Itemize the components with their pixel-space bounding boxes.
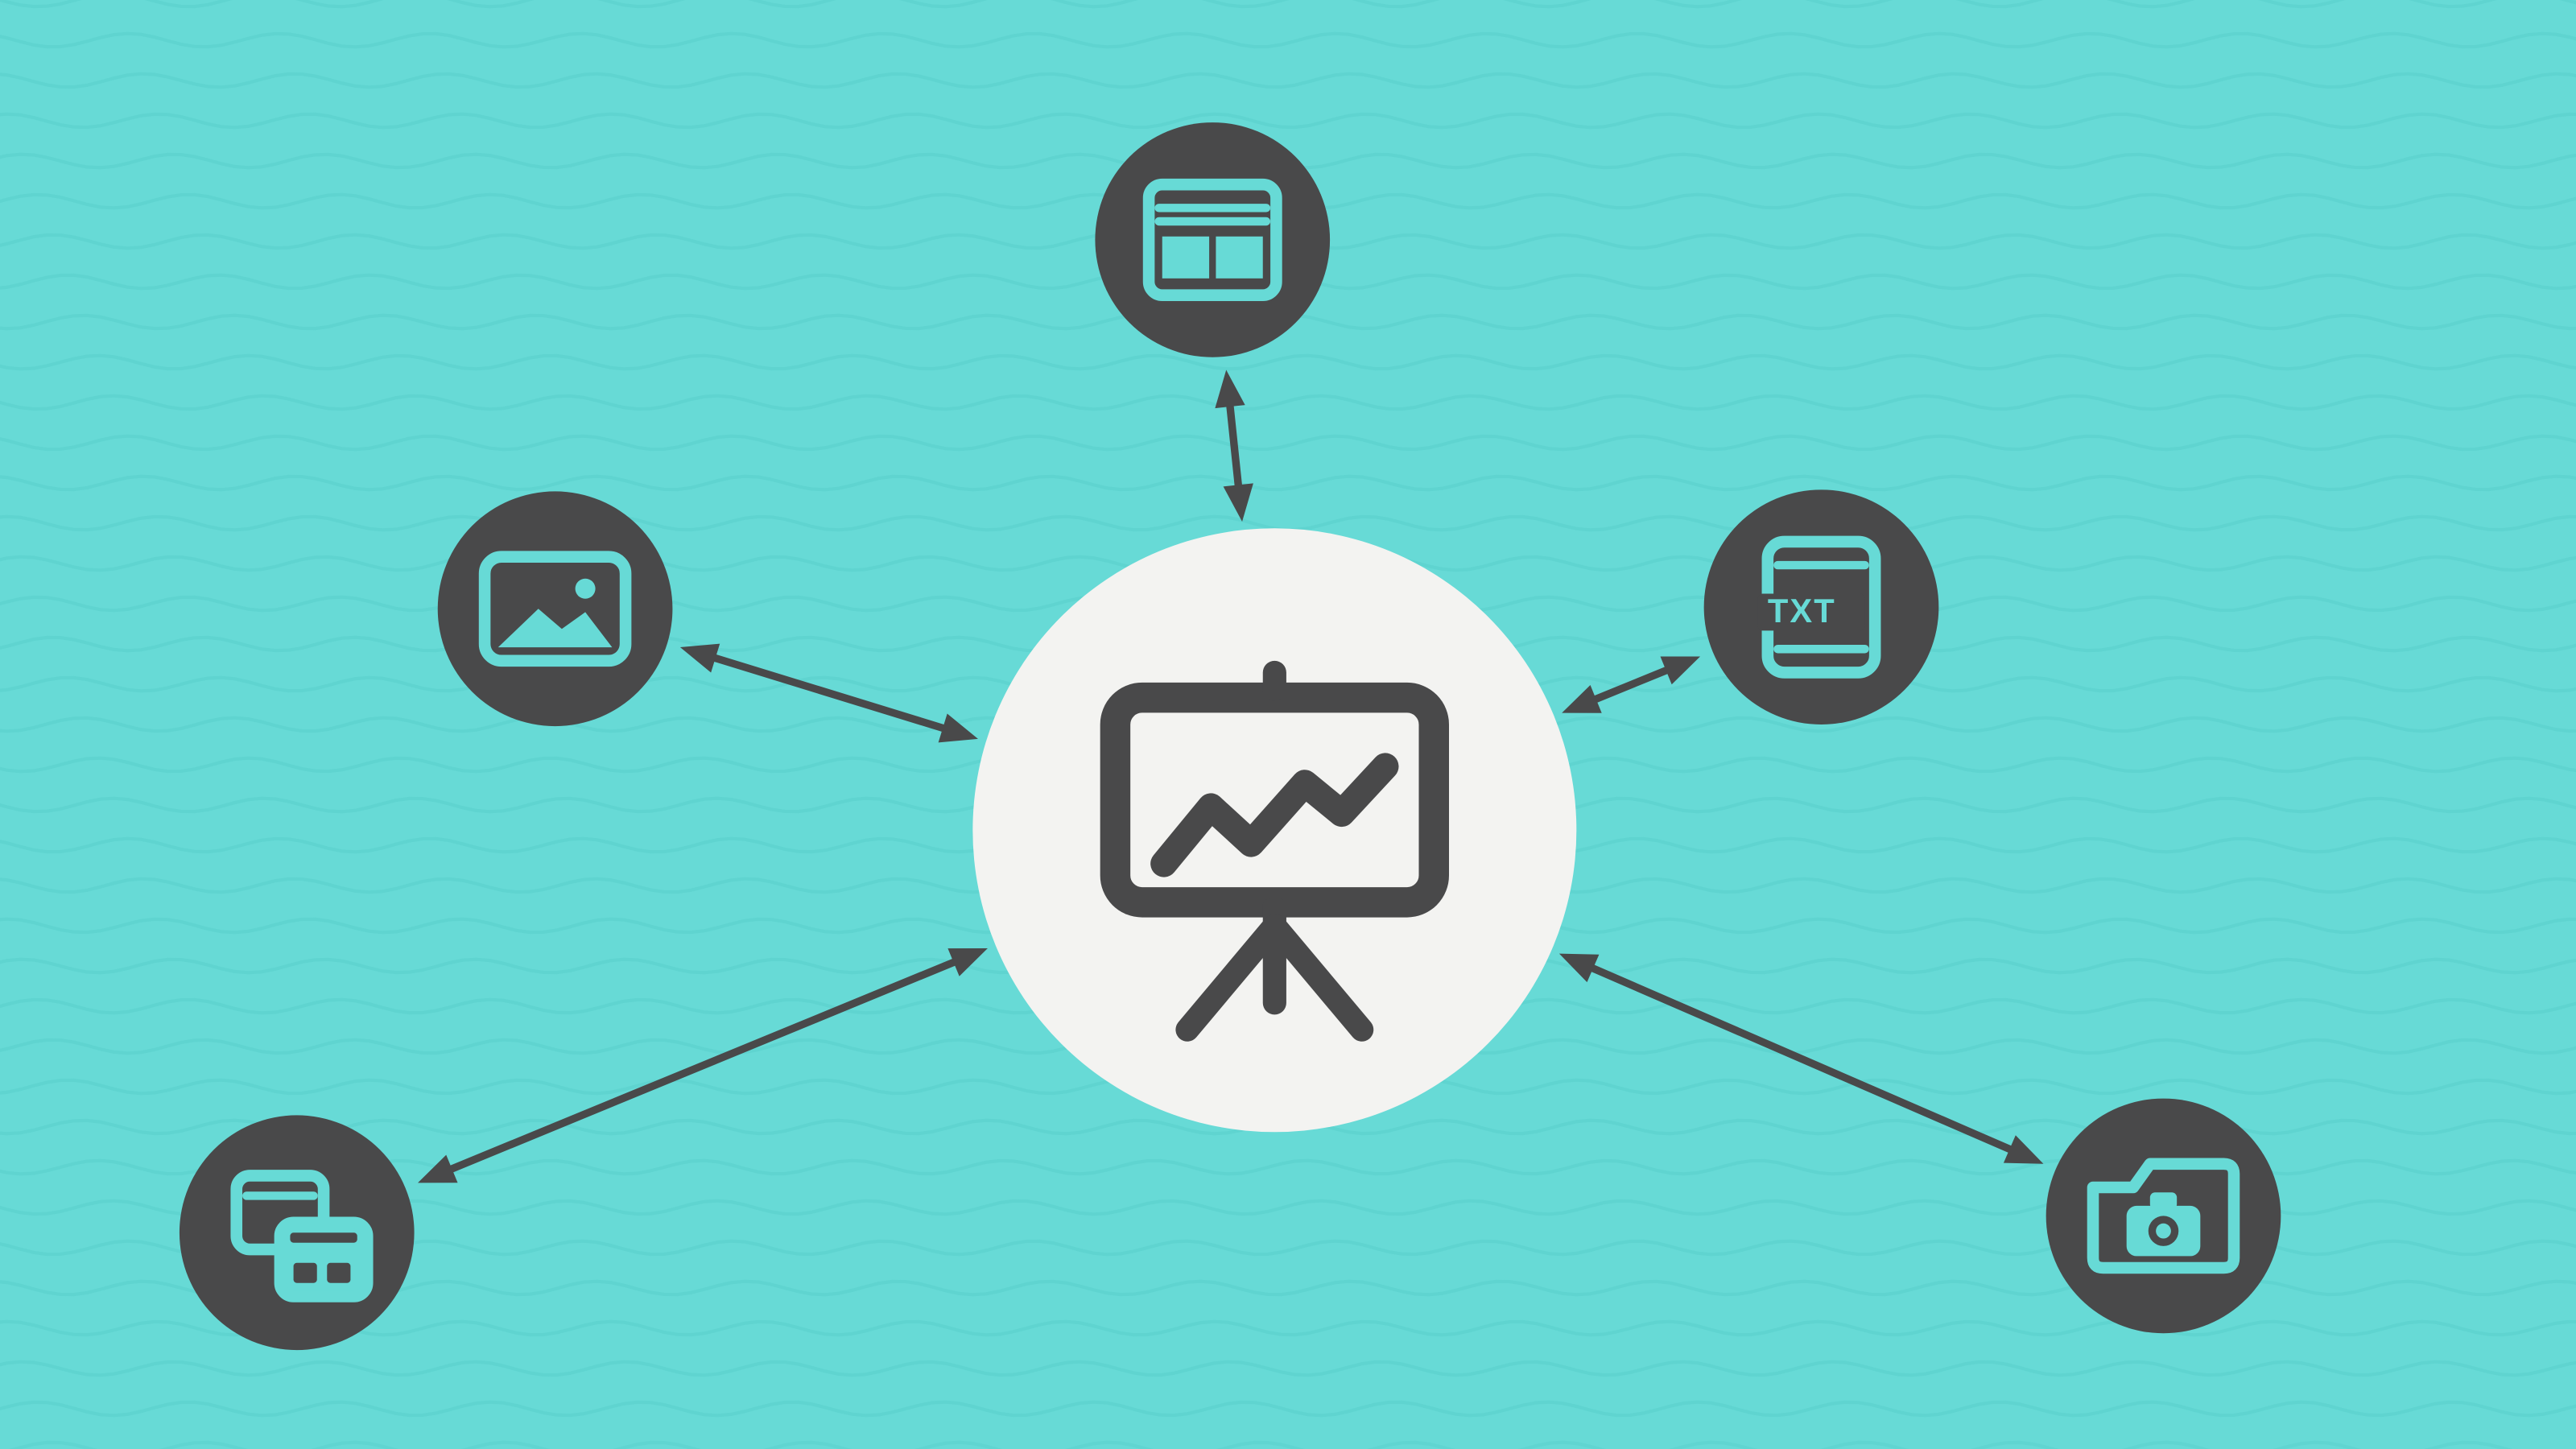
diagram-canvas: TXT	[0, 0, 2576, 1449]
node-windows	[180, 1115, 415, 1350]
center-hub	[972, 528, 1576, 1132]
node-txt: TXT	[1704, 489, 1939, 724]
svg-text:TXT: TXT	[1768, 592, 1836, 630]
node-camera	[2046, 1099, 2281, 1334]
node-image	[438, 491, 673, 726]
node-layout	[1095, 122, 1330, 357]
